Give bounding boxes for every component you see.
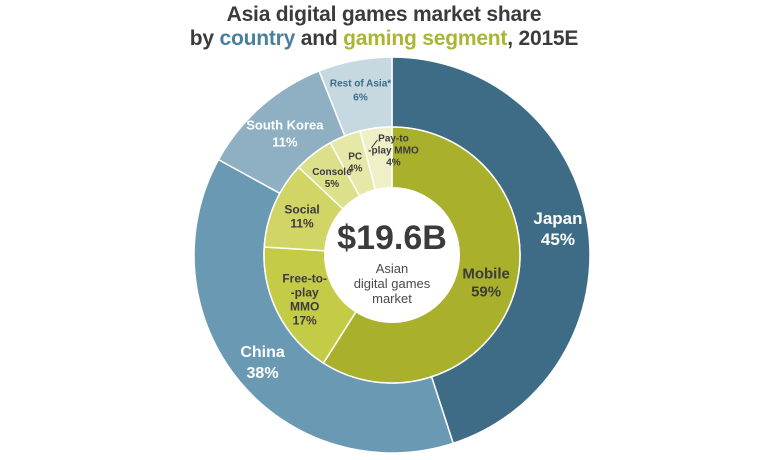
inner-label-free-to-play-mmo-line: 17% [293, 314, 317, 328]
inner-labels: Mobile 59% Free-to--play MMO 17% Social 11% Con… [282, 134, 510, 328]
leader-lines [371, 139, 378, 149]
outer-label-rest-of-asia: Rest of Asia* 6% [330, 78, 391, 103]
inner-label-pc: PC 4% [348, 152, 363, 175]
inner-label-free-to-play-mmo-line: MMO [290, 300, 319, 314]
outer-label-japan: Japan 45% [533, 209, 582, 249]
outer-label-south-korea-line: 11% [272, 135, 298, 150]
title-prefix: by [189, 27, 220, 50]
outer-label-china-line: China [240, 344, 285, 361]
center-caption: Asian digital games market [354, 261, 431, 306]
center-caption-text: Asian digital games market [354, 261, 431, 306]
inner-label-mobile-line: Mobile [462, 266, 510, 283]
center-caption-line: market [372, 291, 412, 306]
inner-label-social-line: 11% [290, 216, 314, 230]
outer-label-japan-line: 45% [541, 230, 575, 249]
inner-label-pay-to-play-mmo-line: -play MMO [368, 146, 419, 157]
outer-label-south-korea: South Korea 11% [246, 118, 324, 150]
title-country-keyword: country [219, 27, 296, 50]
title-suffix: , 2015E [507, 27, 579, 50]
inner-label-console: Console 5% [312, 167, 352, 190]
center-total-value: $19.6B [337, 219, 447, 257]
chart-title-text: Asia digital games market share [226, 3, 542, 26]
inner-label-social-line: Social [284, 202, 319, 216]
title-middle: and [295, 27, 344, 50]
inner-label-mobile: Mobile 59% [462, 266, 510, 301]
inner-label-console-line: Console [312, 167, 352, 178]
inner-label-free-to-play-mmo-line: Free-to- [282, 272, 327, 286]
outer-label-japan-line: Japan [533, 209, 582, 228]
inner-label-free-to-play-mmo: Free-to--play MMO 17% [282, 272, 327, 328]
outer-label-south-korea-line: South Korea [246, 118, 324, 133]
inner-label-pay-to-play-mmo-line: 4% [386, 158, 401, 169]
inner-label-mobile-line: 59% [471, 284, 501, 301]
center-caption-line: digital games [354, 276, 431, 291]
inner-label-social: Social 11% [284, 202, 319, 230]
center-hole [324, 187, 460, 323]
title-segment-keyword: gaming segment [343, 27, 508, 50]
chart-title-line-2: by country and gaming segment, 2015E [0, 27, 768, 51]
chart-title-line-1: Asia digital games market share [0, 3, 768, 27]
outer-ring-country [193, 56, 591, 454]
outer-label-china-line: 38% [247, 365, 279, 382]
center-caption-line: Asian [376, 261, 409, 276]
inner-label-free-to-play-mmo-line: -play [291, 286, 319, 300]
outer-labels: Japan 45% China 38% South Korea 11% Rest of As… [240, 78, 582, 382]
inner-label-pay-to-play-mmo: Pay-to -play MMO 4% [368, 134, 419, 169]
outer-label-rest-of-asia-line: Rest of Asia* [330, 78, 391, 89]
outer-label-china: China 38% [240, 344, 285, 382]
inner-label-console-line: 5% [325, 179, 340, 190]
outer-label-rest-of-asia-line: 6% [353, 92, 368, 103]
inner-label-pay-to-play-mmo-line: Pay-to [378, 134, 409, 145]
inner-label-pc-line: 4% [348, 164, 363, 175]
leader-line-pay-to-play-mmo [371, 139, 378, 149]
inner-label-pc-line: PC [348, 152, 362, 163]
